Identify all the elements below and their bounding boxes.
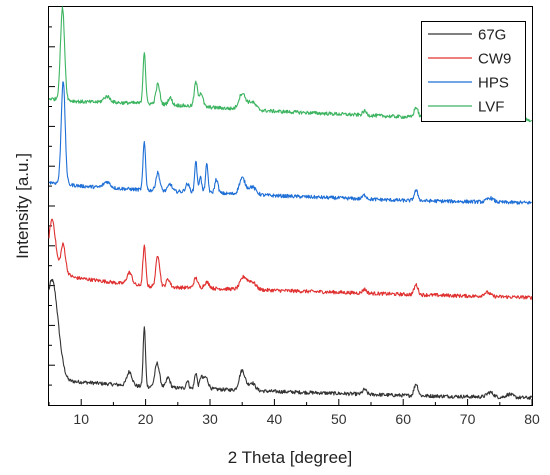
legend: 67G CW9 HPS LVF (421, 21, 526, 122)
legend-entry-cw9: CW9 (428, 51, 511, 68)
x-minor-ticks (48, 402, 501, 405)
series-line-67g (48, 278, 533, 400)
legend-entry-lvf: LVF (428, 99, 504, 116)
series-line-hps (48, 81, 532, 205)
x-axis-title: 2 Theta [degree] (228, 448, 352, 467)
x-tick-label: 60 (395, 411, 411, 427)
x-tick-label: 50 (331, 411, 347, 427)
legend-label-hps: HPS (478, 75, 509, 92)
x-tick-label: 10 (73, 411, 89, 427)
legend-label-lvf: LVF (478, 99, 504, 116)
x-tick-label: 20 (138, 411, 154, 427)
x-tick-label: 40 (267, 411, 283, 427)
legend-label-cw9: CW9 (478, 51, 511, 68)
x-tick-label: 30 (202, 411, 218, 427)
legend-entry-67g: 67G (428, 27, 506, 44)
x-tick-label: 80 (524, 411, 540, 427)
series-line-cw9 (48, 218, 533, 300)
y-axis-title: Intensity [a.u.] (13, 153, 32, 259)
x-ticks: 10 20 30 40 50 60 70 80 (73, 399, 540, 427)
legend-box (421, 21, 526, 122)
legend-label-67g: 67G (478, 27, 506, 44)
legend-entry-hps: HPS (428, 75, 509, 92)
x-tick-label: 70 (460, 411, 476, 427)
